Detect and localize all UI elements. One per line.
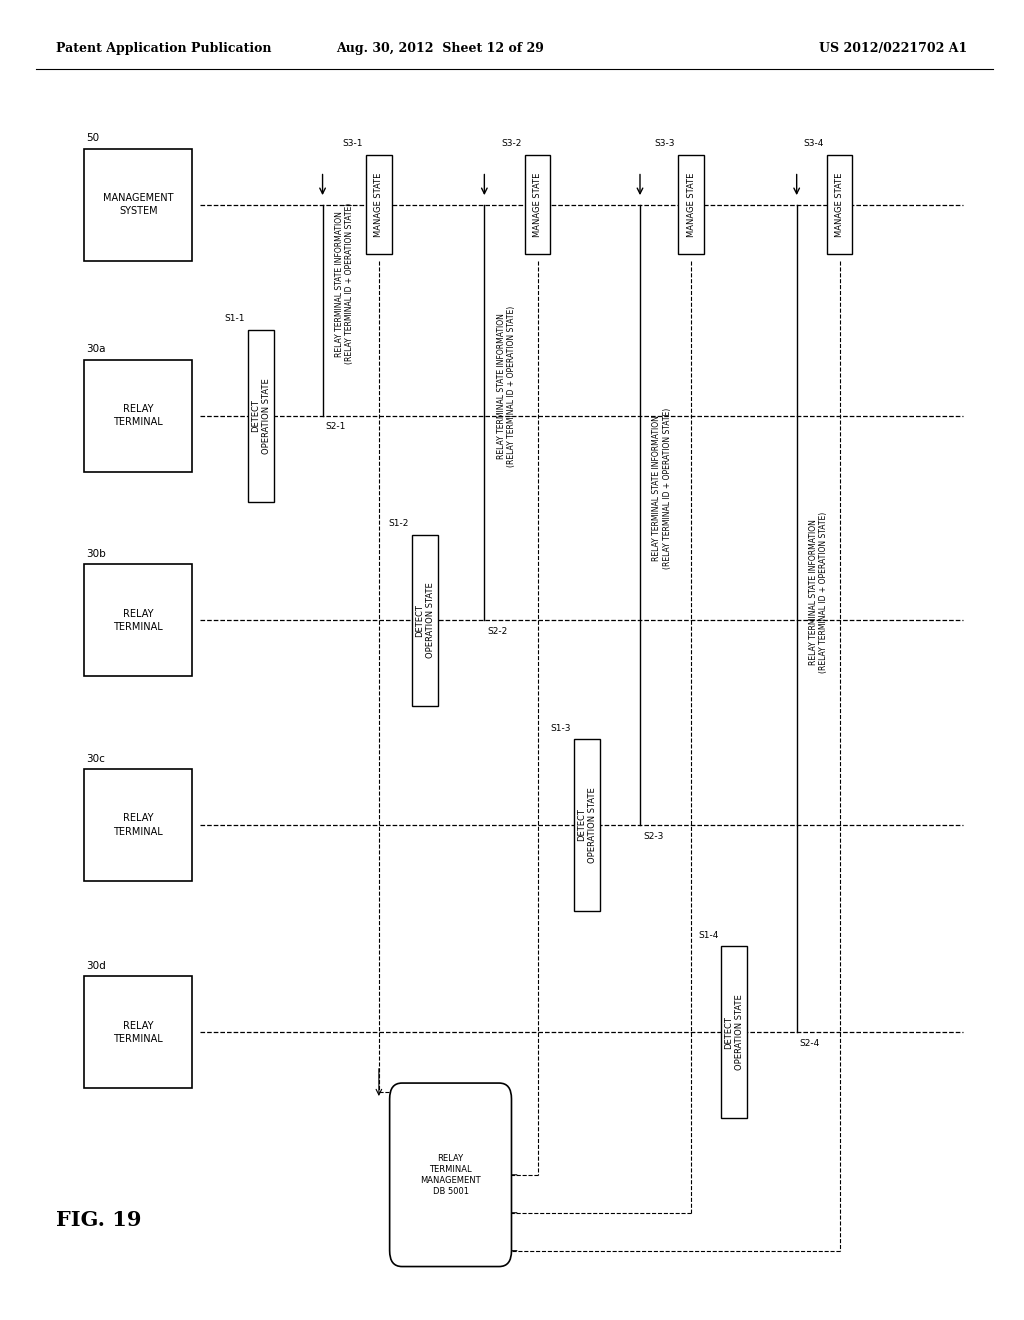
Text: Aug. 30, 2012  Sheet 12 of 29: Aug. 30, 2012 Sheet 12 of 29 (336, 42, 545, 55)
Text: 30c: 30c (87, 754, 105, 763)
Text: US 2012/0221702 A1: US 2012/0221702 A1 (819, 42, 968, 55)
Text: S1-3: S1-3 (550, 723, 571, 733)
FancyBboxPatch shape (389, 1082, 512, 1267)
Text: RELAY
TERMINAL: RELAY TERMINAL (114, 1020, 163, 1044)
FancyBboxPatch shape (85, 565, 193, 676)
Text: S3-2: S3-2 (502, 140, 522, 149)
FancyBboxPatch shape (827, 156, 852, 253)
Text: 30d: 30d (87, 961, 106, 972)
Text: RELAY
TERMINAL: RELAY TERMINAL (114, 404, 163, 428)
Text: RELAY
TERMINAL
MANAGEMENT
DB 5001: RELAY TERMINAL MANAGEMENT DB 5001 (420, 1154, 481, 1196)
Text: MANAGE STATE: MANAGE STATE (687, 173, 695, 236)
Text: S1-1: S1-1 (224, 314, 246, 323)
Text: S2-4: S2-4 (800, 1039, 820, 1048)
Text: FIG. 19: FIG. 19 (56, 1209, 141, 1230)
Text: DETECT
OPERATION STATE: DETECT OPERATION STATE (577, 787, 597, 863)
Text: RELAY TERMINAL STATE INFORMATION: RELAY TERMINAL STATE INFORMATION (497, 313, 506, 459)
FancyBboxPatch shape (85, 768, 193, 882)
Text: RELAY TERMINAL STATE INFORMATION: RELAY TERMINAL STATE INFORMATION (652, 416, 662, 561)
FancyBboxPatch shape (412, 535, 438, 706)
FancyBboxPatch shape (85, 977, 193, 1088)
FancyBboxPatch shape (248, 330, 274, 502)
Text: S2-3: S2-3 (643, 832, 664, 841)
Text: (RELAY TERMINAL ID + OPERATION STATE): (RELAY TERMINAL ID + OPERATION STATE) (345, 203, 354, 364)
Text: (RELAY TERMINAL ID + OPERATION STATE): (RELAY TERMINAL ID + OPERATION STATE) (819, 511, 828, 673)
Text: RELAY
TERMINAL: RELAY TERMINAL (114, 813, 163, 837)
FancyBboxPatch shape (85, 359, 193, 471)
Text: DETECT
OPERATION STATE: DETECT OPERATION STATE (724, 994, 744, 1071)
FancyBboxPatch shape (721, 946, 748, 1118)
Text: (RELAY TERMINAL ID + OPERATION STATE): (RELAY TERMINAL ID + OPERATION STATE) (507, 305, 516, 467)
Text: S2-1: S2-1 (326, 422, 346, 432)
Text: DETECT
OPERATION STATE: DETECT OPERATION STATE (251, 378, 271, 454)
Text: 50: 50 (87, 133, 99, 144)
Text: S1-2: S1-2 (389, 519, 409, 528)
Text: MANAGE STATE: MANAGE STATE (375, 173, 383, 236)
FancyBboxPatch shape (85, 149, 193, 261)
Text: (RELAY TERMINAL ID + OPERATION STATE): (RELAY TERMINAL ID + OPERATION STATE) (663, 408, 672, 569)
Text: RELAY
TERMINAL: RELAY TERMINAL (114, 609, 163, 632)
Text: RELAY TERMINAL STATE INFORMATION: RELAY TERMINAL STATE INFORMATION (335, 211, 344, 356)
Text: S3-3: S3-3 (654, 140, 676, 149)
Text: Patent Application Publication: Patent Application Publication (56, 42, 271, 55)
Text: S3-4: S3-4 (804, 140, 823, 149)
Text: S1-4: S1-4 (698, 931, 719, 940)
Text: 30b: 30b (87, 549, 106, 560)
FancyBboxPatch shape (367, 156, 391, 253)
Text: MANAGE STATE: MANAGE STATE (534, 173, 542, 236)
Text: MANAGEMENT
SYSTEM: MANAGEMENT SYSTEM (103, 193, 173, 216)
Text: MANAGE STATE: MANAGE STATE (836, 173, 844, 236)
Text: RELAY TERMINAL STATE INFORMATION: RELAY TERMINAL STATE INFORMATION (809, 519, 818, 665)
FancyBboxPatch shape (525, 156, 551, 253)
Text: DETECT
OPERATION STATE: DETECT OPERATION STATE (415, 582, 435, 659)
Text: 30a: 30a (87, 345, 106, 354)
FancyBboxPatch shape (679, 156, 705, 253)
Text: S3-1: S3-1 (342, 140, 362, 149)
Text: S2-2: S2-2 (487, 627, 508, 636)
FancyBboxPatch shape (573, 739, 600, 911)
